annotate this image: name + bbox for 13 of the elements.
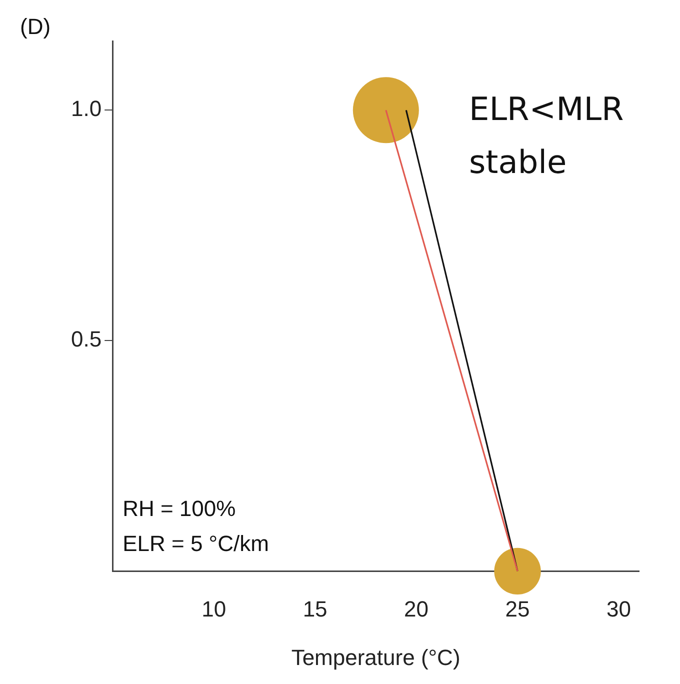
x-tick-label: 10 — [202, 596, 226, 622]
x-tick-label: 20 — [404, 596, 429, 622]
text: (D) — [20, 14, 51, 39]
x-tick-label: 15 — [302, 596, 328, 622]
annotation: stable — [469, 143, 567, 181]
annotation: ELR<MLR — [469, 90, 624, 128]
x-tick-label: 25 — [505, 596, 530, 622]
y-tick-label: 0.5 — [70, 326, 102, 352]
y-tick-label: 1.0 — [70, 96, 102, 122]
annotation: RH = 100% — [122, 496, 236, 522]
x-tick-label: 30 — [606, 596, 631, 622]
annotation: ELR = 5 °C/km — [122, 531, 269, 556]
x-axis-title: Temperature (°C) — [291, 644, 460, 670]
